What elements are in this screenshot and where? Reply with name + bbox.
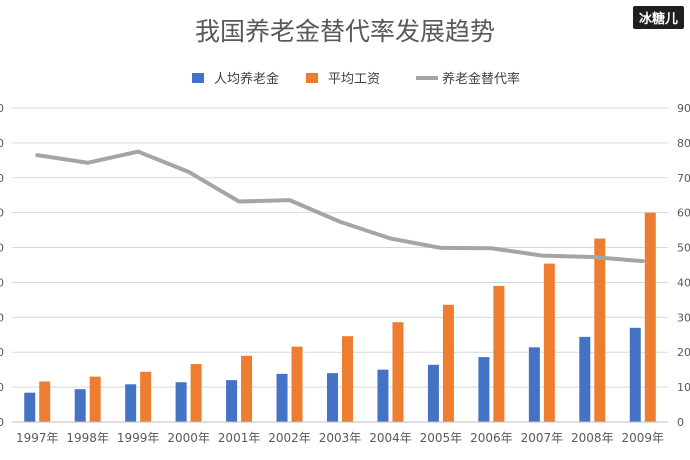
bar-wage [241, 355, 253, 422]
x-tick-label: 2005年 [420, 431, 463, 445]
x-tick-label: 2003年 [319, 431, 362, 445]
x-tick-label: 2007年 [521, 431, 564, 445]
replacement-rate-line [35, 149, 645, 264]
bar-pension [226, 380, 238, 422]
bar-pension [478, 357, 490, 422]
line-series [35, 149, 645, 264]
x-tick-label: 1998年 [66, 431, 109, 445]
y-left-tick-label: 10000 [0, 346, 4, 359]
y-right-tick-label: 90 [677, 102, 690, 115]
y-right-tick-label: 50 [677, 242, 690, 255]
y-left-tick-label: 20000 [0, 276, 4, 289]
bar-wage [39, 381, 51, 422]
bar-wage [442, 304, 454, 422]
bar-pension [629, 327, 641, 422]
y-right-tick-label: 10 [677, 381, 690, 394]
x-tick-label: 2008年 [571, 431, 614, 445]
watermark-badge: 冰糖儿 [632, 6, 684, 29]
grid [12, 107, 668, 423]
bar-pension [24, 392, 36, 422]
bar-wage [493, 285, 505, 422]
y-right-tick-label: 70 [677, 172, 690, 185]
y-right-tick-label: 40 [677, 276, 690, 289]
bar-pension [377, 369, 389, 422]
bar-pension [528, 347, 540, 422]
bar-pension [276, 373, 288, 422]
y-left-tick-label: 40000 [0, 137, 4, 150]
legend: 人均养老金 平均工资 养老金替代率 [192, 71, 520, 87]
bar-wage [543, 263, 555, 422]
legend-swatch [306, 73, 318, 83]
x-tick-label: 2004年 [369, 431, 412, 445]
x-tick-label: 2006年 [470, 431, 513, 445]
bar-wage [392, 322, 404, 422]
chart-title: 我国养老金替代率发展趋势 [195, 17, 495, 46]
legend-label: 养老金替代率 [442, 71, 520, 87]
y-left-tick-label: 5000 [0, 381, 4, 394]
y-left-tick-label: 15000 [0, 311, 4, 324]
bar-pension [175, 382, 187, 422]
bar-pension [125, 384, 137, 422]
y-right-tick-label: 0 [677, 416, 684, 429]
y-right-tick-label: 20 [677, 346, 690, 359]
y-left-tick-label: 0 [0, 416, 4, 429]
x-tick-label: 2001年 [218, 431, 261, 445]
x-tick-label: 2002年 [268, 431, 311, 445]
legend-label: 人均养老金 [214, 71, 279, 87]
y-left-tick-label: 35000 [0, 172, 4, 185]
x-tick-label: 1999年 [117, 431, 160, 445]
bar-pension [74, 389, 86, 422]
x-tick-label: 2009年 [621, 431, 664, 445]
y-left-tick-label: 30000 [0, 207, 4, 220]
bar-wage [89, 376, 101, 422]
bar-wage [644, 212, 656, 422]
bar-wage [342, 336, 353, 422]
bar-wage [594, 238, 606, 422]
y-left-tick-label: 45000 [0, 102, 4, 115]
y-left-tick-label: 25000 [0, 242, 4, 255]
bar-wage [140, 371, 152, 422]
legend-swatch [192, 73, 204, 83]
y-right-tick-label: 60 [677, 207, 690, 220]
axes: 0 5000 10000 15000 20000 25000 30000 35000 40000… [0, 102, 690, 445]
bar-pension [579, 336, 591, 422]
x-tick-label: 1997年 [16, 431, 59, 445]
y-right-tick-label: 30 [677, 311, 690, 324]
bars [24, 212, 656, 422]
legend-label: 平均工资 [328, 72, 380, 87]
bar-pension [427, 364, 439, 422]
bar-wage [190, 364, 202, 422]
bar-wage [291, 346, 303, 422]
x-tick-label: 2000年 [167, 431, 210, 445]
bar-pension [327, 373, 338, 422]
y-right-tick-label: 80 [677, 137, 690, 150]
